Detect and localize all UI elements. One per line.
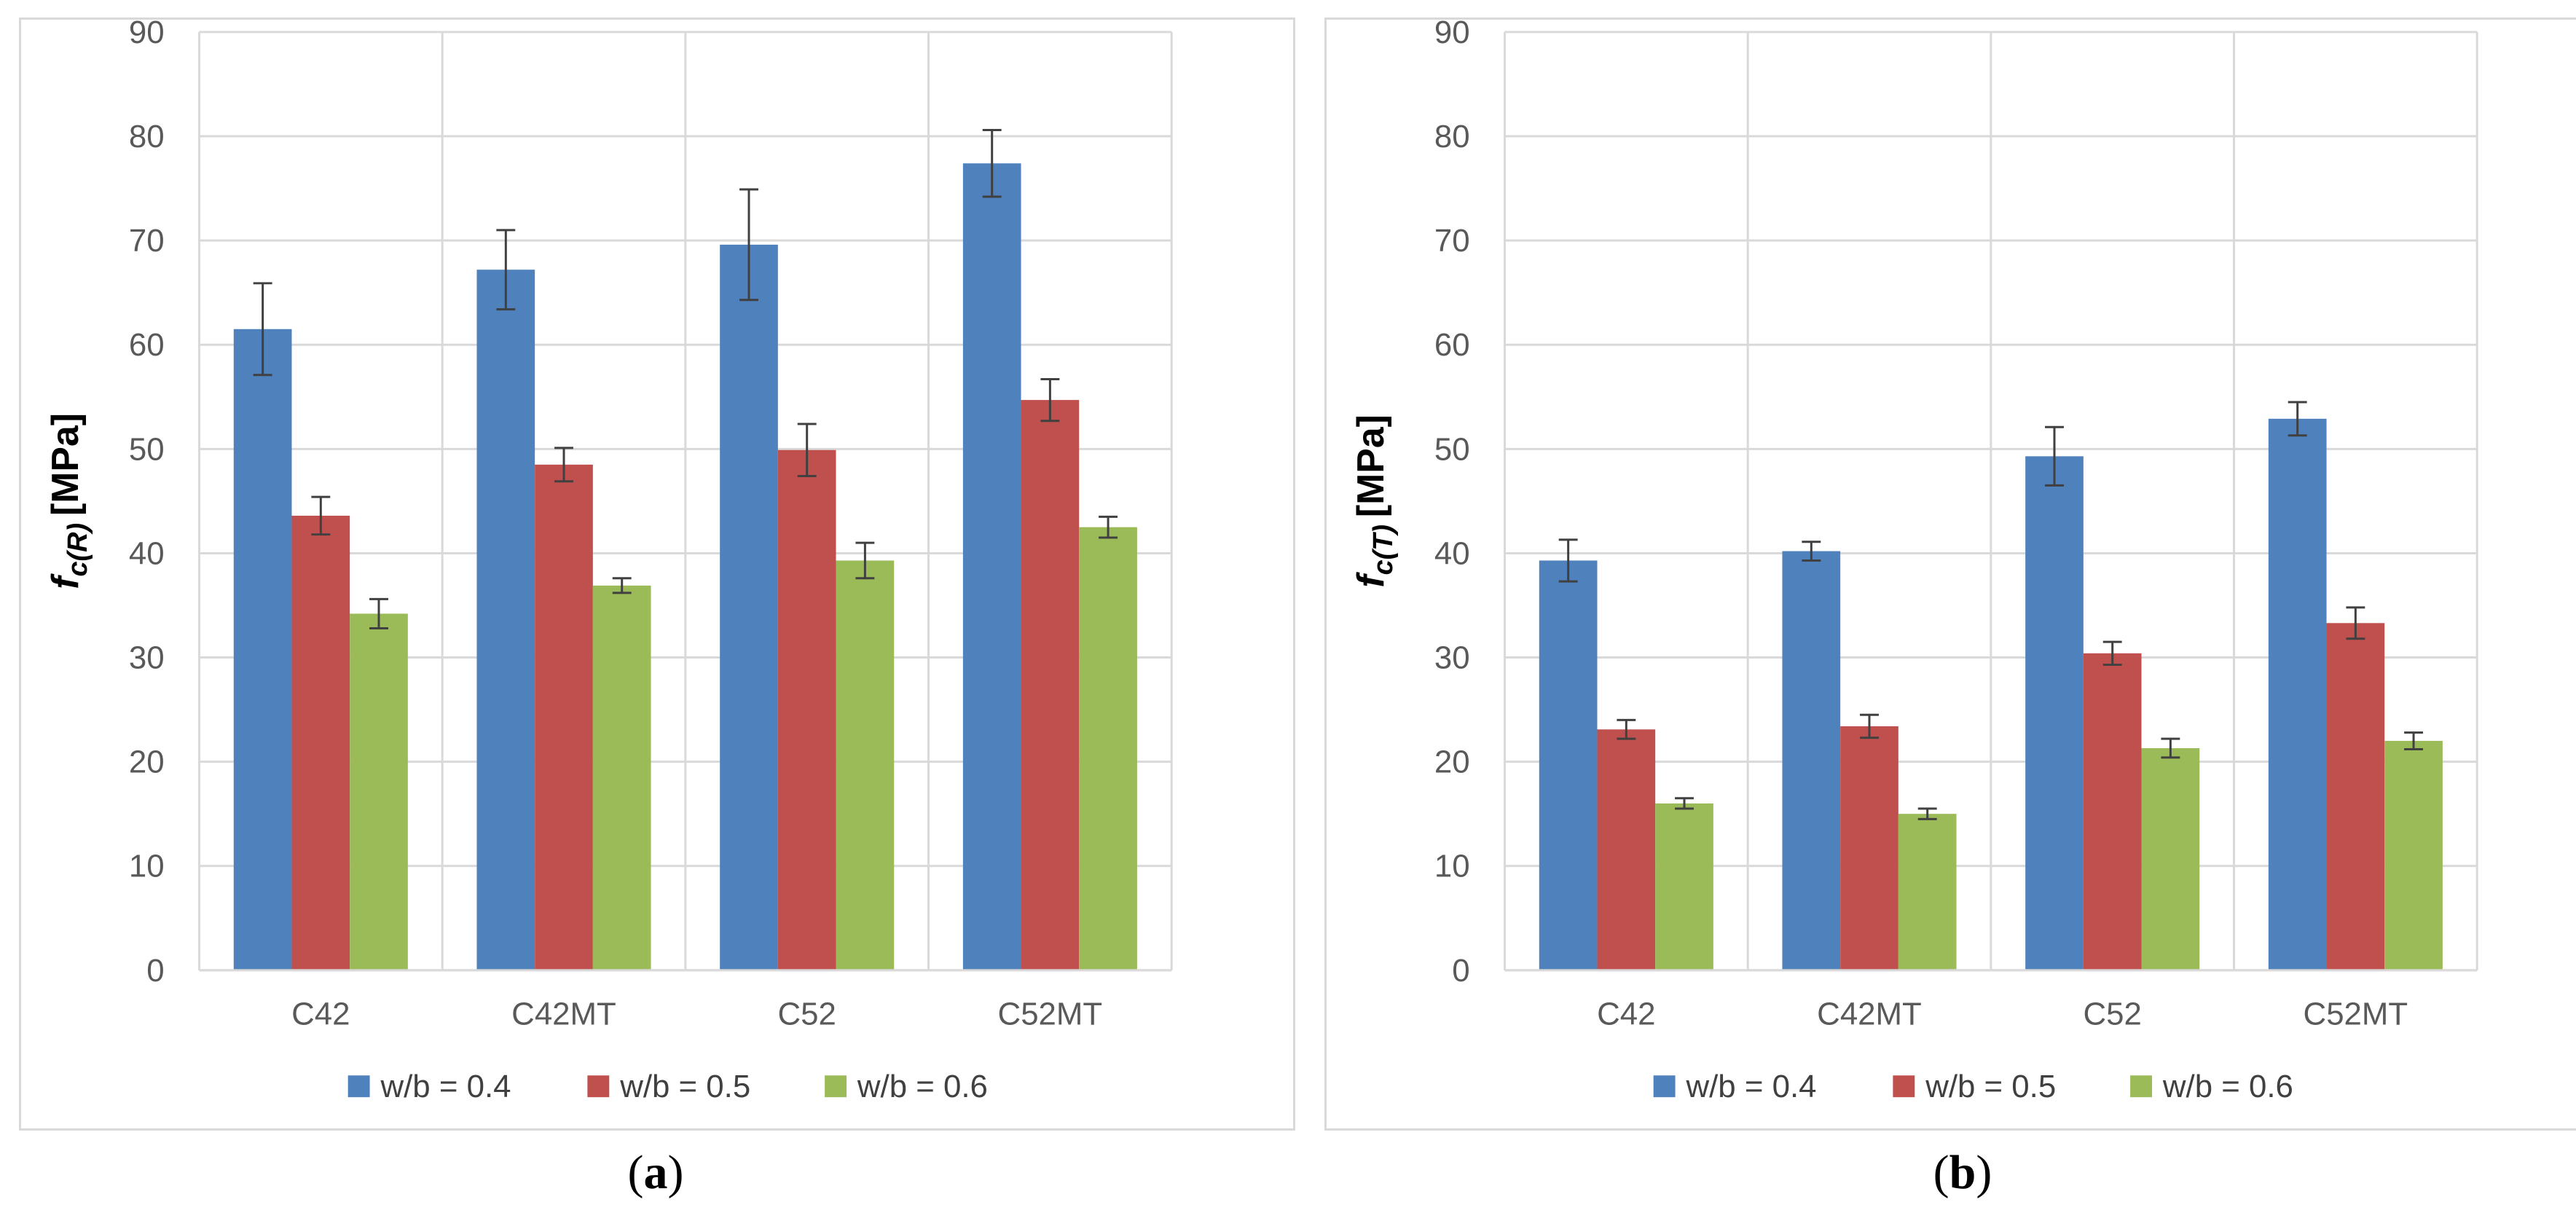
legend-swatch — [1653, 1075, 1676, 1098]
y-axis-label-symbol: f — [44, 573, 86, 589]
bar-chart-a: 0 10 20 30 40 50 60 70 80 90 C42 C42MT C52 C52MT fc(R)… — [44, 20, 1173, 1104]
legend-swatch — [347, 1075, 370, 1098]
legend-swatch — [2130, 1075, 2152, 1098]
caption-a-letter: a — [643, 1146, 668, 1199]
bar — [233, 329, 292, 970]
legend-swatch — [587, 1075, 610, 1098]
bar — [2268, 418, 2327, 970]
bar — [1840, 726, 1898, 970]
legend-label: w/b = 0.5 — [619, 1069, 750, 1104]
y-tick-label: 70 — [129, 223, 165, 259]
bar — [1021, 400, 1080, 970]
chart-panel-a: 0 10 20 30 40 50 60 70 80 90 C42 C42MT C52 C52MT fc(R)… — [19, 17, 1295, 1131]
bar — [535, 464, 593, 970]
y-axis-label: fc(T) [MPa] — [1349, 414, 1399, 588]
x-tick-label: C52 — [2084, 997, 2142, 1032]
y-axis-label-subscript: c(R) — [63, 523, 93, 577]
x-tick-label: C42 — [291, 997, 350, 1032]
bar — [2141, 748, 2200, 970]
bar — [1539, 560, 1598, 970]
bar — [777, 449, 836, 970]
y-tick-label: 10 — [129, 849, 165, 884]
y-tick-label: 30 — [1434, 640, 1470, 675]
legend-swatch — [1893, 1075, 1915, 1098]
y-tick-label: 0 — [1452, 953, 1469, 989]
y-tick-label: 70 — [1434, 223, 1470, 259]
caption-b-letter: b — [1949, 1146, 1976, 1199]
bar — [1782, 551, 1841, 970]
bar — [592, 585, 651, 970]
y-tick-label: 20 — [1434, 744, 1470, 780]
y-axis-label: fc(R) [MPa] — [44, 413, 93, 589]
y-tick-label: 30 — [129, 640, 165, 675]
bar — [962, 163, 1021, 970]
y-tick-label: 40 — [1434, 535, 1470, 571]
y-axis-label-unit: [MPa] — [44, 413, 86, 516]
bar — [1898, 814, 1957, 970]
y-axis-label-symbol: f — [1349, 572, 1391, 588]
legend-label: w/b = 0.4 — [1685, 1069, 1816, 1104]
y-tick-label: 90 — [1434, 20, 1470, 50]
y-tick-label: 50 — [1434, 431, 1470, 467]
y-tick-label: 60 — [1434, 327, 1470, 363]
bar — [1079, 527, 1137, 970]
y-tick-label: 60 — [129, 327, 165, 363]
y-axis-label-subscript: c(T) — [1368, 524, 1399, 575]
x-tick-label: C42MT — [1817, 997, 1922, 1032]
bar — [1597, 729, 1656, 970]
bar — [291, 515, 350, 970]
y-tick-label: 50 — [129, 431, 165, 467]
y-tick-label: 20 — [129, 744, 165, 780]
x-tick-label: C42 — [1597, 997, 1655, 1032]
caption-b: (b) — [1933, 1146, 1992, 1199]
bar — [2025, 456, 2084, 970]
y-tick-label: 0 — [146, 953, 164, 989]
legend-label: w/b = 0.4 — [380, 1069, 511, 1104]
bar — [1655, 803, 1713, 970]
bar — [476, 270, 535, 970]
chart-panel-b: 0 10 20 30 40 50 60 70 80 90 C42 C42MT C52 C52MT fc(T)… — [1324, 17, 2576, 1131]
bar — [350, 613, 408, 970]
x-tick-label: C52 — [778, 997, 836, 1032]
y-tick-label: 10 — [1434, 849, 1470, 884]
bar — [2384, 741, 2443, 970]
y-tick-label: 90 — [129, 20, 165, 50]
legend-swatch — [825, 1075, 847, 1098]
legend-label: w/b = 0.6 — [2162, 1069, 2293, 1104]
x-tick-label: C52MT — [2304, 997, 2408, 1032]
legend-label: w/b = 0.6 — [857, 1069, 988, 1104]
y-tick-label: 40 — [129, 535, 165, 571]
x-tick-label: C52MT — [998, 997, 1103, 1032]
bar — [836, 560, 895, 970]
bar — [2083, 653, 2142, 970]
caption-a: (a) — [627, 1146, 684, 1199]
y-axis-label-unit: [MPa] — [1349, 414, 1391, 517]
bar — [720, 244, 778, 970]
bar-chart-b: 0 10 20 30 40 50 60 70 80 90 C42 C42MT C52 C52MT fc(T)… — [1349, 20, 2478, 1104]
x-tick-label: C42MT — [511, 997, 616, 1032]
y-tick-label: 80 — [1434, 119, 1470, 154]
bar — [2326, 623, 2385, 970]
y-tick-label: 80 — [129, 119, 165, 154]
legend-label: w/b = 0.5 — [1925, 1069, 2056, 1104]
